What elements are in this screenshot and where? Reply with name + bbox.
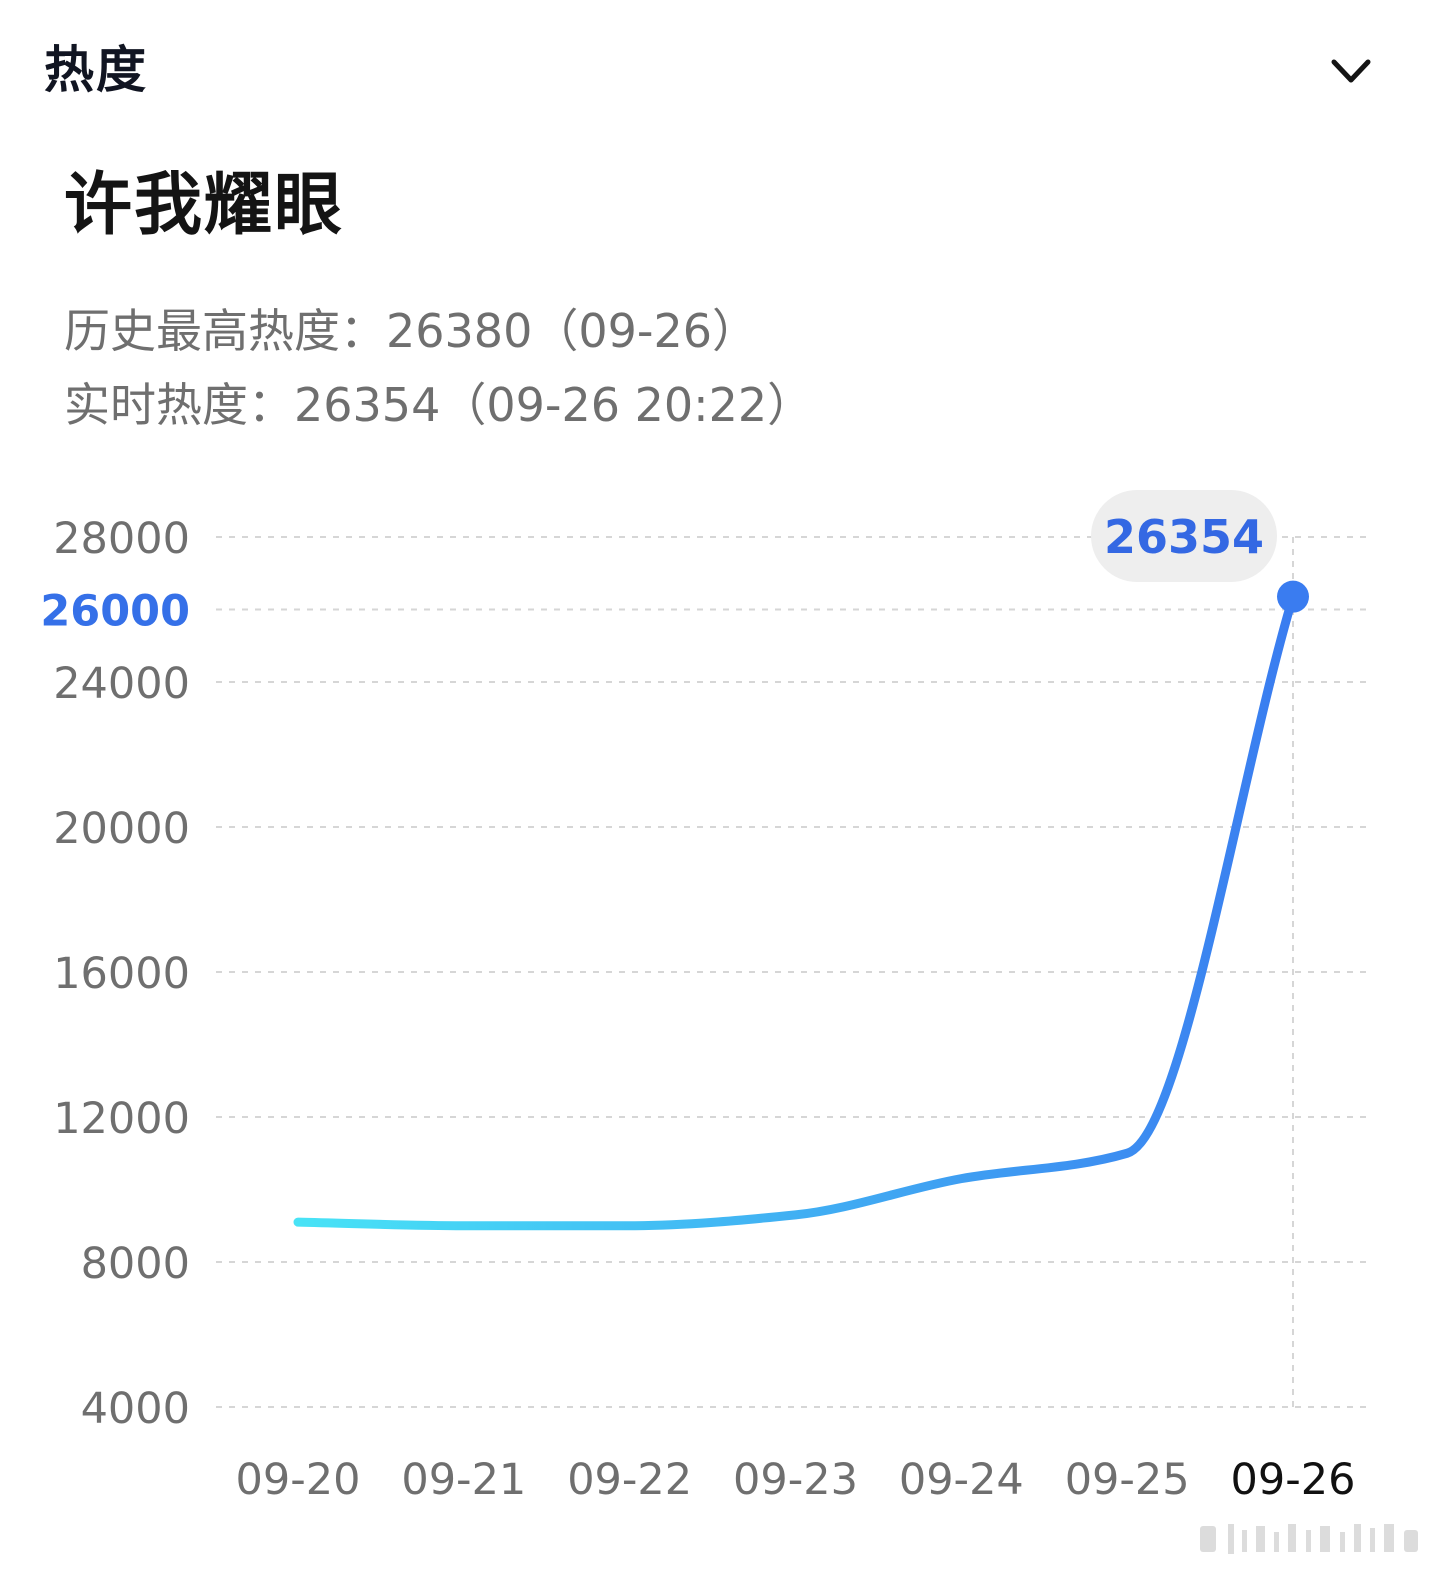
x-tick-label: 09-21 (401, 1455, 526, 1505)
series-layer (293, 580, 1309, 1231)
tooltip-bubble (1091, 490, 1277, 582)
y-tick-label: 12000 (53, 1094, 190, 1144)
watermark-image (1200, 1524, 1418, 1554)
y-tick-label: 16000 (53, 949, 190, 999)
item-title: 许我耀眼 (64, 166, 345, 245)
x-tick-label: 09-24 (899, 1455, 1024, 1505)
x-tick-label: 09-23 (733, 1455, 858, 1505)
y-tick-label: 24000 (53, 659, 190, 709)
y-tick-label: 20000 (53, 804, 190, 854)
tooltip-value: 26354 (1104, 510, 1264, 564)
series-line (293, 592, 1298, 1231)
x-axis-ticks: 09-20 09-21 09-22 09-23 09-24 09-25 09-26 (236, 1455, 1356, 1505)
collapse-toggle-button[interactable] (1318, 44, 1384, 100)
heat-line-chart: 4000 8000 12000 16000 20000 24000 26000 28000 0… (40, 490, 1370, 1505)
chevron-down-icon (1331, 59, 1371, 83)
x-tick-label: 09-22 (567, 1455, 692, 1505)
y-axis-ticks: 4000 8000 12000 16000 20000 24000 26000 28000 (40, 514, 190, 1434)
y-tick-label: 28000 (53, 514, 190, 564)
x-tick-label: 09-20 (236, 1455, 361, 1505)
history-peak-stat: 历史最高热度：26380（09-26） (64, 304, 758, 358)
section-header: 热度 (0, 0, 1440, 140)
gridlines (216, 536, 1370, 1408)
y-tick-label: 8000 (81, 1239, 190, 1289)
x-tick-label: 09-26 (1231, 1455, 1356, 1505)
active-data-point (1277, 580, 1309, 613)
x-tick-label: 09-25 (1065, 1455, 1190, 1505)
y-tick-label: 26000 (40, 587, 190, 637)
realtime-stat: 实时热度：26354（09-26 20:22） (64, 378, 814, 432)
y-tick-label: 4000 (81, 1384, 190, 1434)
section-title: 热度 (44, 41, 148, 99)
tooltip-layer: 26354 (1091, 490, 1277, 582)
